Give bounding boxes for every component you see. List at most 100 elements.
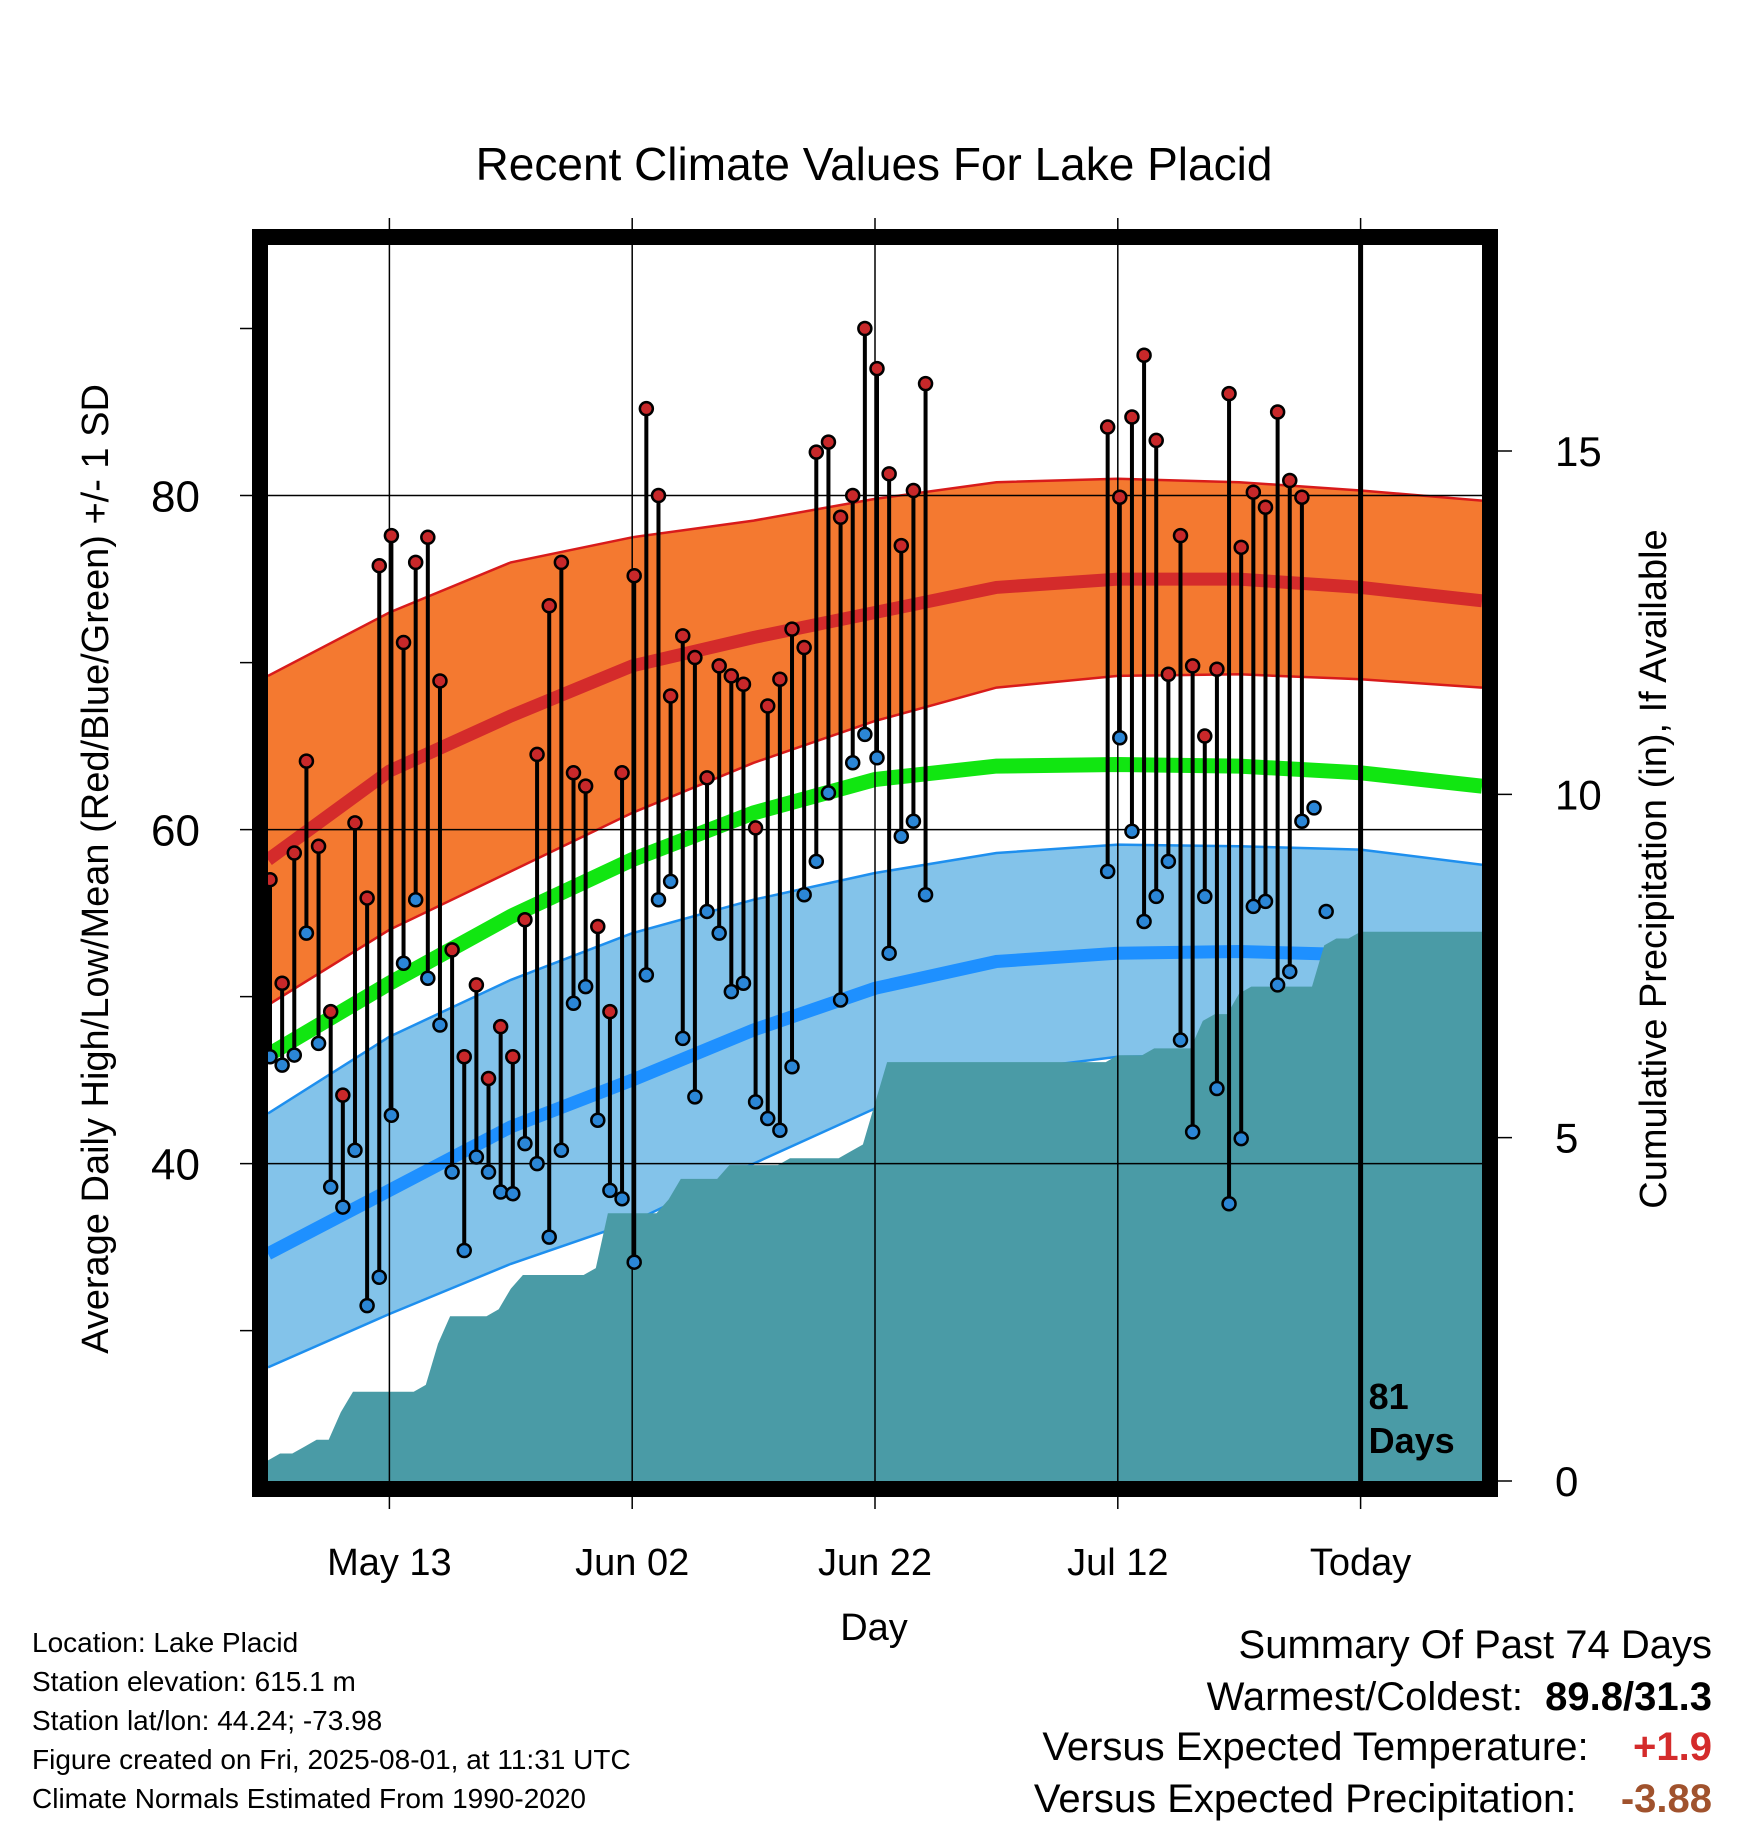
x-tick-label: Jul 12 (1067, 1542, 1168, 1584)
today-days-label: Days (1369, 1420, 1455, 1461)
daily-low-point (541, 1229, 557, 1245)
daily-high-point (1269, 404, 1286, 420)
daily-low-point (529, 1155, 545, 1172)
daily-high-point (1257, 499, 1274, 515)
daily-low-point (905, 813, 922, 829)
daily-high-point (480, 1070, 497, 1087)
daily-high-point (602, 1003, 618, 1020)
daily-high-point (832, 509, 849, 526)
daily-high-point (1221, 385, 1237, 402)
daily-low-point (638, 967, 655, 983)
y2-tick-label: 5 (1555, 1115, 1578, 1162)
daily-high-point (687, 649, 703, 666)
daily-high-point (1184, 658, 1201, 674)
daily-low-point (590, 1112, 606, 1128)
info-location: Location: Lake Placid (32, 1627, 299, 1658)
x-tick-label: Jun 02 (575, 1542, 689, 1584)
daily-high-point (626, 567, 642, 584)
daily-high-point (820, 434, 837, 450)
daily-high-point (444, 942, 460, 958)
daily-low-point (1160, 853, 1177, 870)
daily-low-point (517, 1135, 533, 1152)
y-axis-label: Average Daily High/Low/Mean (Red/Blue/Gr… (75, 384, 117, 1354)
daily-high-point (747, 820, 764, 836)
summary-temp-label: Versus Expected Temperature: (1042, 1725, 1589, 1769)
y2-axis-label: Cumulative Precipitation (in), If Availa… (1633, 529, 1675, 1208)
daily-low-point (383, 1107, 400, 1123)
y-tick-label: 80 (151, 473, 200, 522)
summary-title: Summary Of Past 74 Days (1238, 1623, 1712, 1667)
x-tick-label: Jun 22 (818, 1542, 932, 1584)
daily-high-point (1160, 666, 1177, 683)
daily-high-point (407, 554, 424, 571)
summary-precip-value: -3.88 (1620, 1777, 1712, 1821)
daily-low-point (650, 891, 667, 908)
daily-high-point (796, 639, 812, 656)
y-tick-label: 60 (151, 807, 200, 856)
x-axis-label: Day (840, 1607, 908, 1649)
daily-high-point (268, 871, 278, 888)
chart-title: Recent Climate Values For Lake Placid (476, 138, 1273, 190)
daily-low-point (1099, 863, 1116, 880)
daily-high-point (759, 698, 776, 714)
daily-high-point (917, 375, 934, 392)
daily-high-point (772, 671, 788, 688)
daily-high-point (359, 890, 375, 906)
daily-high-point (1294, 489, 1310, 505)
daily-high-point (541, 598, 557, 614)
daily-low-point (444, 1164, 460, 1180)
daily-high-point (492, 1018, 509, 1035)
daily-high-point (638, 400, 655, 417)
daily-low-point (808, 853, 825, 870)
daily-high-point (1197, 728, 1213, 744)
daily-low-point (881, 945, 897, 961)
daily-low-point (675, 1030, 691, 1047)
daily-high-point (1112, 489, 1128, 505)
daily-low-point (286, 1047, 303, 1063)
daily-low-point (796, 886, 812, 903)
daily-high-point (286, 845, 303, 861)
daily-high-point (784, 621, 800, 637)
daily-high-point (1282, 472, 1298, 489)
daily-low-point (274, 1057, 290, 1073)
daily-low-point (577, 978, 594, 995)
daily-low-point (662, 873, 679, 890)
y2-tick-label: 0 (1555, 1458, 1578, 1505)
daily-low-point (359, 1297, 375, 1314)
daily-low-point (371, 1269, 388, 1285)
daily-high-point (869, 360, 885, 377)
daily-low-point (456, 1242, 472, 1259)
daily-low-point (395, 955, 412, 971)
daily-low-point (772, 1122, 788, 1138)
daily-high-point (650, 487, 667, 504)
daily-low-point (626, 1254, 642, 1270)
daily-low-point (322, 1179, 339, 1195)
daily-high-point (1099, 419, 1116, 435)
daily-high-point (857, 320, 873, 337)
y2-tick-label: 15 (1555, 428, 1602, 475)
daily-low-point (268, 1049, 278, 1065)
summary-warm-cold-label: Warmest/Coldest: (1206, 1675, 1523, 1719)
daily-low-point (723, 983, 740, 1000)
daily-high-point (675, 628, 691, 644)
daily-low-point (420, 970, 436, 986)
daily-high-point (553, 554, 570, 571)
daily-low-point (699, 903, 715, 920)
daily-high-point (310, 838, 327, 855)
daily-low-point (1318, 903, 1334, 920)
daily-low-point (407, 891, 424, 908)
daily-high-point (347, 815, 363, 831)
daily-high-point (298, 753, 315, 769)
daily-low-point (614, 1190, 630, 1207)
daily-low-point (1221, 1195, 1237, 1212)
x-tick-label: May 13 (327, 1542, 452, 1584)
daily-low-point (1209, 1080, 1225, 1097)
daily-high-point (529, 746, 545, 763)
daily-high-point (881, 466, 897, 482)
daily-high-point (395, 634, 412, 651)
daily-high-point (505, 1049, 521, 1065)
daily-low-point (335, 1199, 351, 1215)
daily-high-point (432, 673, 448, 689)
